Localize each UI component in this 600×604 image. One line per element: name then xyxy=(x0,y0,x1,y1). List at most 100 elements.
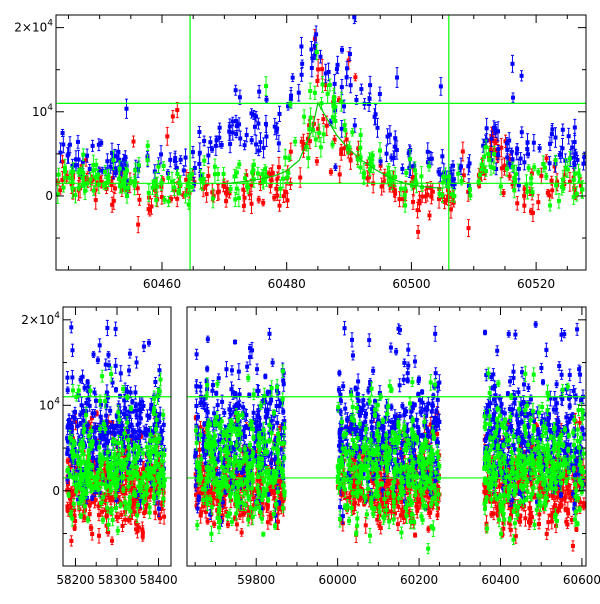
data-point xyxy=(96,357,100,364)
data-point xyxy=(568,404,572,410)
data-point xyxy=(520,127,524,138)
data-point xyxy=(393,449,397,454)
data-point xyxy=(526,151,530,158)
data-point xyxy=(355,512,359,525)
data-point xyxy=(406,378,410,383)
data-point xyxy=(216,167,220,180)
data-point xyxy=(513,519,517,528)
x-tick-label: 58300 xyxy=(98,573,136,587)
data-point xyxy=(73,407,77,416)
data-point xyxy=(278,200,282,211)
data-point xyxy=(239,479,243,485)
data-point xyxy=(364,517,368,533)
data-point xyxy=(100,370,104,382)
data-point xyxy=(404,170,408,177)
data-point xyxy=(116,527,120,535)
data-point xyxy=(354,531,358,536)
data-point xyxy=(246,375,250,381)
data-point xyxy=(226,521,230,527)
data-point xyxy=(406,369,410,378)
data-point xyxy=(123,515,127,525)
data-point xyxy=(396,518,400,530)
data-point xyxy=(256,118,260,129)
data-point xyxy=(495,346,499,356)
data-point xyxy=(326,85,330,103)
data-point xyxy=(398,379,402,392)
data-point xyxy=(105,320,109,335)
data-point xyxy=(575,323,579,335)
data-point xyxy=(230,366,234,375)
data-point xyxy=(92,352,96,358)
data-point xyxy=(538,465,542,469)
data-point xyxy=(245,362,249,371)
data-point xyxy=(483,330,487,335)
data-point xyxy=(160,190,164,204)
data-point xyxy=(511,93,515,102)
data-point xyxy=(195,349,199,359)
data-point xyxy=(142,342,146,352)
data-point xyxy=(107,361,111,370)
data-point xyxy=(202,136,206,146)
data-point xyxy=(61,129,65,136)
data-point xyxy=(532,135,536,151)
x-tick-label: 60400 xyxy=(481,573,519,587)
data-point xyxy=(233,340,237,344)
y-tick-label: 2×104 xyxy=(14,19,53,35)
data-point xyxy=(371,367,375,374)
data-point xyxy=(105,514,109,518)
data-point xyxy=(171,111,175,123)
data-point xyxy=(522,155,526,170)
data-point xyxy=(561,442,565,447)
data-point xyxy=(61,136,65,153)
data-point xyxy=(568,172,572,191)
data-point xyxy=(98,339,102,352)
data-point xyxy=(182,166,186,176)
data-point xyxy=(234,130,238,137)
data-point xyxy=(526,384,530,392)
data-point xyxy=(153,506,157,520)
data-point xyxy=(267,328,271,339)
data-point xyxy=(238,90,242,104)
data-point xyxy=(538,144,542,152)
data-point xyxy=(137,194,141,205)
data-point xyxy=(400,164,404,174)
data-point xyxy=(79,513,83,519)
data-point xyxy=(557,194,561,208)
data-point xyxy=(264,127,268,147)
data-point xyxy=(404,443,408,447)
data-point xyxy=(263,374,267,379)
data-point xyxy=(351,351,355,360)
data-point xyxy=(381,418,385,424)
data-point xyxy=(337,370,341,376)
data-point xyxy=(580,426,584,431)
data-point xyxy=(315,157,319,165)
data-point xyxy=(198,382,202,391)
data-point xyxy=(252,459,256,463)
data-point xyxy=(359,129,363,141)
data-point xyxy=(147,340,151,347)
data-point xyxy=(348,485,352,490)
data-point xyxy=(496,406,500,412)
data-point xyxy=(165,127,169,145)
data-point xyxy=(373,413,377,418)
data-point xyxy=(237,189,241,206)
data-point xyxy=(537,519,541,529)
data-point xyxy=(389,343,393,352)
data-point xyxy=(300,60,304,68)
x-tick-label: 58200 xyxy=(56,573,94,587)
data-point xyxy=(83,385,87,391)
data-point xyxy=(557,362,561,371)
data-point xyxy=(277,135,281,151)
data-point xyxy=(90,495,94,500)
data-point xyxy=(108,407,112,415)
data-point xyxy=(237,364,241,380)
data-point xyxy=(87,454,91,459)
data-point xyxy=(351,401,355,413)
data-point xyxy=(416,226,420,239)
data-point xyxy=(413,533,417,537)
data-point xyxy=(162,509,166,524)
data-point xyxy=(91,439,95,444)
data-point xyxy=(124,99,128,118)
